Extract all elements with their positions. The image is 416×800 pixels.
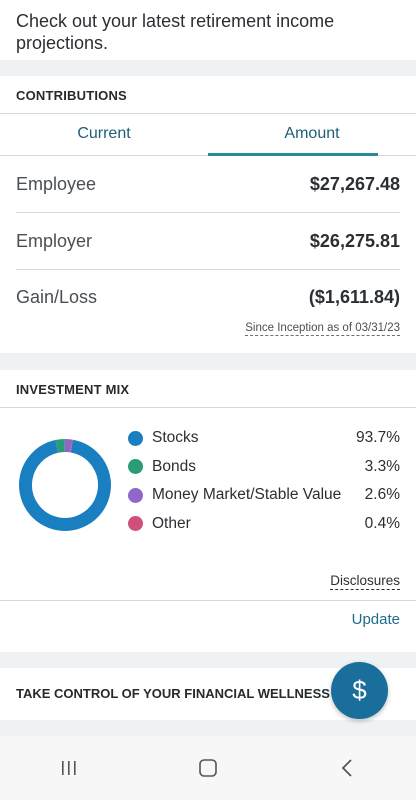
- dollar-icon: $: [352, 675, 367, 705]
- back-icon: [341, 759, 352, 777]
- employer-value: $26,275.81: [309, 230, 400, 251]
- bonds-dot-icon: [128, 459, 143, 475]
- other-label: Other: [152, 514, 191, 532]
- investment-mix-title: INVESTMENT MIX: [0, 370, 416, 408]
- investment-mix-body: Stocks 93.7% Bonds 3.3% Money Market/Sta…: [0, 408, 416, 601]
- recent-apps-button[interactable]: [39, 748, 99, 788]
- disclosures-link[interactable]: Disclosures: [330, 573, 400, 590]
- intro-text: Check out your latest retirement income …: [0, 0, 416, 60]
- contribution-row-gain-loss: Gain/Loss ($1,611.84): [16, 270, 400, 325]
- legend-item-money-market: Money Market/Stable Value 2.6%: [128, 481, 400, 510]
- home-icon: [199, 759, 217, 777]
- home-button[interactable]: [178, 748, 238, 788]
- legend-item-stocks: Stocks 93.7%: [128, 424, 400, 453]
- bonds-percent: 3.3%: [364, 457, 400, 475]
- bonds-label: Bonds: [152, 457, 196, 475]
- other-dot-icon: [128, 516, 143, 532]
- tab-amount[interactable]: Amount: [208, 114, 416, 156]
- legend-item-bonds: Bonds 3.3%: [128, 453, 400, 482]
- employee-label: Employee: [16, 173, 97, 194]
- donut-slice-other: [19, 439, 111, 531]
- other-percent: 0.4%: [364, 514, 400, 532]
- money-market-percent: 2.6%: [364, 486, 400, 504]
- contributions-card: CONTRIBUTIONS Current Amount Employee $2…: [0, 76, 416, 353]
- update-row: Update: [0, 601, 416, 639]
- investment-legend: Stocks 93.7% Bonds 3.3% Money Market/Sta…: [128, 424, 400, 538]
- contribution-row-employee: Employee $27,267.48: [16, 156, 400, 213]
- system-nav-bar: [0, 736, 416, 800]
- stocks-dot-icon: [128, 430, 143, 446]
- gain-loss-label: Gain/Loss: [16, 287, 98, 307]
- back-button[interactable]: [317, 748, 377, 788]
- update-link[interactable]: Update: [351, 611, 400, 628]
- recent-apps-icon: [62, 761, 76, 775]
- employer-label: Employer: [16, 230, 93, 251]
- stocks-label: Stocks: [152, 429, 199, 447]
- gain-loss-value: ($1,611.84): [308, 287, 400, 307]
- donut-slice-stocks: [19, 439, 111, 531]
- contribution-row-employer: Employer $26,275.81: [16, 213, 400, 270]
- dollar-fab-button[interactable]: $: [331, 662, 388, 719]
- contributions-title: CONTRIBUTIONS: [0, 76, 416, 114]
- employee-value: $27,267.48: [309, 173, 400, 194]
- stocks-percent: 93.7%: [356, 429, 400, 447]
- tab-current[interactable]: Current: [77, 125, 131, 142]
- investment-donut-chart: [19, 439, 111, 531]
- contributions-tabs: Current Amount: [0, 114, 416, 156]
- since-inception-link[interactable]: Since Inception as of 03/31/23: [245, 322, 400, 336]
- money-market-label: Money Market/Stable Value: [152, 486, 342, 504]
- investment-mix-card: INVESTMENT MIX Stocks 93.7% Bonds 3.3% M…: [0, 370, 416, 652]
- legend-item-other: Other 0.4%: [128, 510, 400, 539]
- wellness-title: TAKE CONTROL OF YOUR FINANCIAL WELLNESS: [16, 686, 330, 701]
- money-market-dot-icon: [128, 487, 143, 503]
